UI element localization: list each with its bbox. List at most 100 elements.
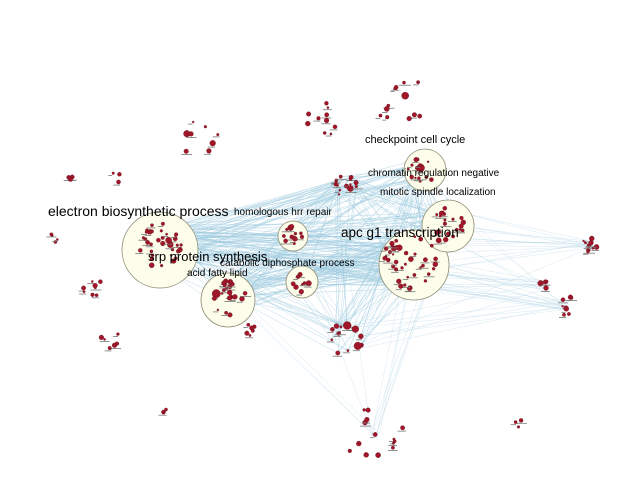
node-tiny-label [381, 112, 388, 113]
node-tiny-label [566, 300, 578, 301]
network-edge [181, 244, 401, 287]
network-node [324, 101, 329, 106]
node-tiny-label [157, 226, 164, 227]
network-node [562, 312, 566, 317]
node-tiny-label [582, 253, 589, 255]
network-edge [214, 178, 419, 299]
network-node [144, 230, 149, 234]
network-node [175, 243, 179, 247]
node-tiny-label [90, 289, 102, 291]
network-node [426, 160, 430, 163]
network-node [446, 231, 451, 237]
network-node [438, 210, 444, 216]
node-tiny-label [170, 241, 177, 243]
cluster-circle-electron [121, 211, 199, 289]
network-node [418, 236, 424, 242]
node-tiny-label [413, 180, 423, 182]
network-node [411, 112, 417, 118]
network-node [431, 267, 436, 271]
network-node [293, 231, 298, 236]
network-node [417, 113, 423, 119]
network-node [174, 257, 178, 260]
network-node [160, 264, 164, 268]
network-node [306, 111, 312, 117]
node-tiny-label [212, 311, 219, 313]
node-tiny-label [413, 84, 419, 86]
network-node [94, 293, 99, 297]
network-edge [232, 177, 427, 285]
node-tiny-label [346, 180, 358, 181]
node-tiny-label [412, 162, 419, 163]
node-tiny-label [326, 341, 334, 343]
node-tiny-label [52, 241, 58, 242]
node-tiny-label [585, 246, 597, 248]
network-node [424, 175, 428, 179]
network-node [283, 238, 288, 244]
network-node [160, 221, 165, 226]
network-edge [176, 184, 336, 259]
network-node [346, 349, 350, 352]
network-node [433, 256, 438, 262]
node-tiny-label [135, 253, 144, 254]
network-node [203, 125, 207, 129]
node-tiny-label [410, 256, 417, 257]
node-tiny-label [79, 293, 86, 295]
network-node [584, 241, 587, 245]
node-tiny-label [410, 179, 419, 181]
network-node [435, 237, 442, 244]
network-edge [351, 177, 445, 215]
network-node [385, 115, 390, 120]
node-tiny-label [113, 184, 120, 186]
network-node [356, 440, 362, 447]
network-node [192, 120, 195, 124]
node-tiny-label [583, 252, 595, 254]
node-tiny-label [559, 317, 567, 318]
node-tiny-label [108, 175, 113, 176]
node-tiny-label [146, 253, 154, 255]
network-node [289, 224, 295, 230]
network-node [117, 172, 122, 177]
network-node [164, 407, 168, 412]
network-node [324, 117, 330, 124]
network-edge [180, 249, 353, 329]
network-node [417, 176, 421, 180]
node-tiny-label [451, 231, 456, 233]
network-node [418, 163, 422, 167]
network-node [460, 219, 466, 226]
cluster-label-catabolic: catabolic diphosphate process [220, 258, 355, 269]
network-edge [162, 223, 591, 246]
network-node [382, 256, 387, 261]
network-node [421, 263, 425, 268]
network-node [396, 244, 403, 251]
node-tiny-label [165, 248, 174, 250]
node-tiny-label [448, 221, 457, 222]
node-tiny-label [227, 286, 236, 288]
node-tiny-label [219, 292, 229, 294]
network-edge [162, 177, 352, 238]
node-tiny-label [171, 237, 176, 238]
network-node [354, 184, 358, 189]
node-tiny-label [404, 291, 416, 293]
network-node [162, 410, 165, 414]
network-edge [176, 258, 303, 285]
network-node [454, 227, 459, 232]
network-node [299, 231, 303, 236]
network-node [292, 236, 298, 242]
node-tiny-label [240, 296, 252, 297]
network-node [159, 229, 163, 233]
network-node [560, 297, 566, 302]
network-edge [295, 215, 441, 288]
network-node [302, 282, 305, 285]
network-node [569, 296, 574, 300]
network-node [423, 257, 428, 263]
network-node [391, 253, 395, 256]
network-node [406, 275, 410, 279]
network-node [412, 273, 417, 277]
network-edge [177, 245, 348, 351]
network-node [351, 325, 359, 333]
network-node [148, 262, 155, 268]
network-node [513, 420, 518, 424]
network-node [561, 305, 564, 308]
network-edge [166, 234, 549, 289]
network-node [338, 174, 343, 179]
